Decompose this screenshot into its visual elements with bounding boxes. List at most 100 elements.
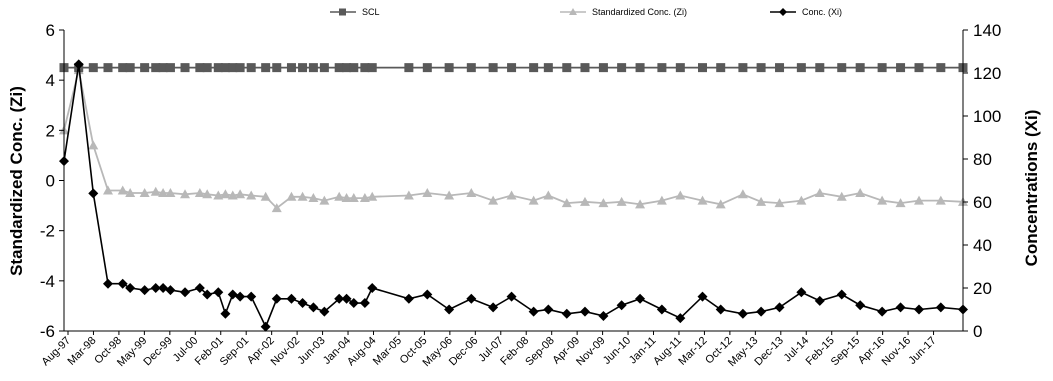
scl-point [936,63,946,73]
x-tick-label: Sep-08 [523,335,557,369]
xi-point [836,289,847,300]
xi-point [235,291,246,302]
xi-point [935,302,946,313]
xi-point [506,291,517,302]
xi-point [814,295,825,306]
xi-point [117,278,128,289]
zi-point [286,191,297,201]
scl-point [855,63,865,73]
zi-point [506,190,517,200]
xi-point [220,308,231,319]
xi-point [598,310,609,321]
scl-point [180,63,190,73]
xi-point [202,289,213,300]
xi-point [158,283,169,293]
series-square [59,63,968,73]
scl-point [815,63,825,73]
zi-point [348,193,359,203]
zi-point [213,190,224,200]
y-right-tick-label: 100 [973,107,1001,126]
scl-point [213,63,223,73]
scl-point [896,63,906,73]
zi-point [158,188,169,198]
xi-point [561,308,572,319]
xi-point [297,298,308,309]
x-tick-label: Nov-16 [880,335,914,369]
zi-point [675,190,686,200]
scl-point [151,63,161,73]
scl-point [342,63,352,73]
series-triangle [59,65,968,213]
scl-point [334,63,344,73]
xi-point [194,283,205,293]
scl-point [298,63,308,73]
x-tick-label: Mar-98 [65,335,98,368]
scl-point [877,63,887,73]
x-tick-label: Sep-15 [829,335,863,369]
zi-point [579,196,590,206]
scl-point [88,63,98,73]
y-left-tick-label: 4 [46,71,55,90]
y-left-tick-label: -2 [40,222,55,241]
scl-point [507,63,517,73]
xi-point [308,302,319,313]
xi-point [895,302,906,313]
scl-point [657,63,667,73]
y-right-tick-label: 0 [973,322,982,341]
xi-point [737,308,748,319]
scl-point [235,63,245,73]
zi-point [88,140,99,150]
scl-point [228,63,238,73]
zi-point [403,190,414,200]
xi-point [774,302,785,313]
zi-point [180,189,191,199]
scl-point [360,63,370,73]
legend-label: Conc. (Xi) [802,7,842,17]
zi-point [895,198,906,208]
zi-point [756,196,767,206]
scl-point [118,63,128,73]
legend-marker [339,8,346,16]
scl-point [165,63,175,73]
zi-point [635,199,646,209]
scl-point [598,63,608,73]
zi-point [774,198,785,208]
xi-point [348,298,359,309]
zi-point [139,188,150,198]
xi-point [271,293,282,304]
x-tick-label: Jun-10 [601,335,633,367]
zi-point [877,195,888,205]
xi-point [543,304,554,315]
zi-point [855,188,866,198]
scl-point [202,63,212,73]
xi-point [102,278,113,289]
scl-point [738,63,748,73]
series-diamond [59,59,968,332]
xi-point [88,188,99,199]
zi-point [102,185,113,195]
xi-point [444,304,455,315]
xi-point [246,291,257,302]
xi-point [422,289,433,300]
xi-point [150,283,161,293]
zi-point [271,203,282,213]
scl-point [635,63,645,73]
zi-point [422,188,433,198]
scl-point [444,63,454,73]
zi-point [220,189,231,199]
xi-point [528,306,539,317]
xi-point [466,293,477,304]
x-tick-label: Mar-12 [676,335,709,368]
scl-point [675,63,685,73]
zi-point [814,188,825,198]
zi-point [202,189,213,199]
xi-point [319,306,330,317]
y-axis-right-label: Concentrations (Xi) [1022,110,1041,267]
zi-point [341,193,352,203]
zi-point [466,188,477,198]
y-right-tick-label: 60 [973,193,992,212]
y-right-tick-label: 40 [973,236,992,255]
xi-point [139,285,150,296]
zi-point [367,191,378,201]
series-line [63,69,964,210]
